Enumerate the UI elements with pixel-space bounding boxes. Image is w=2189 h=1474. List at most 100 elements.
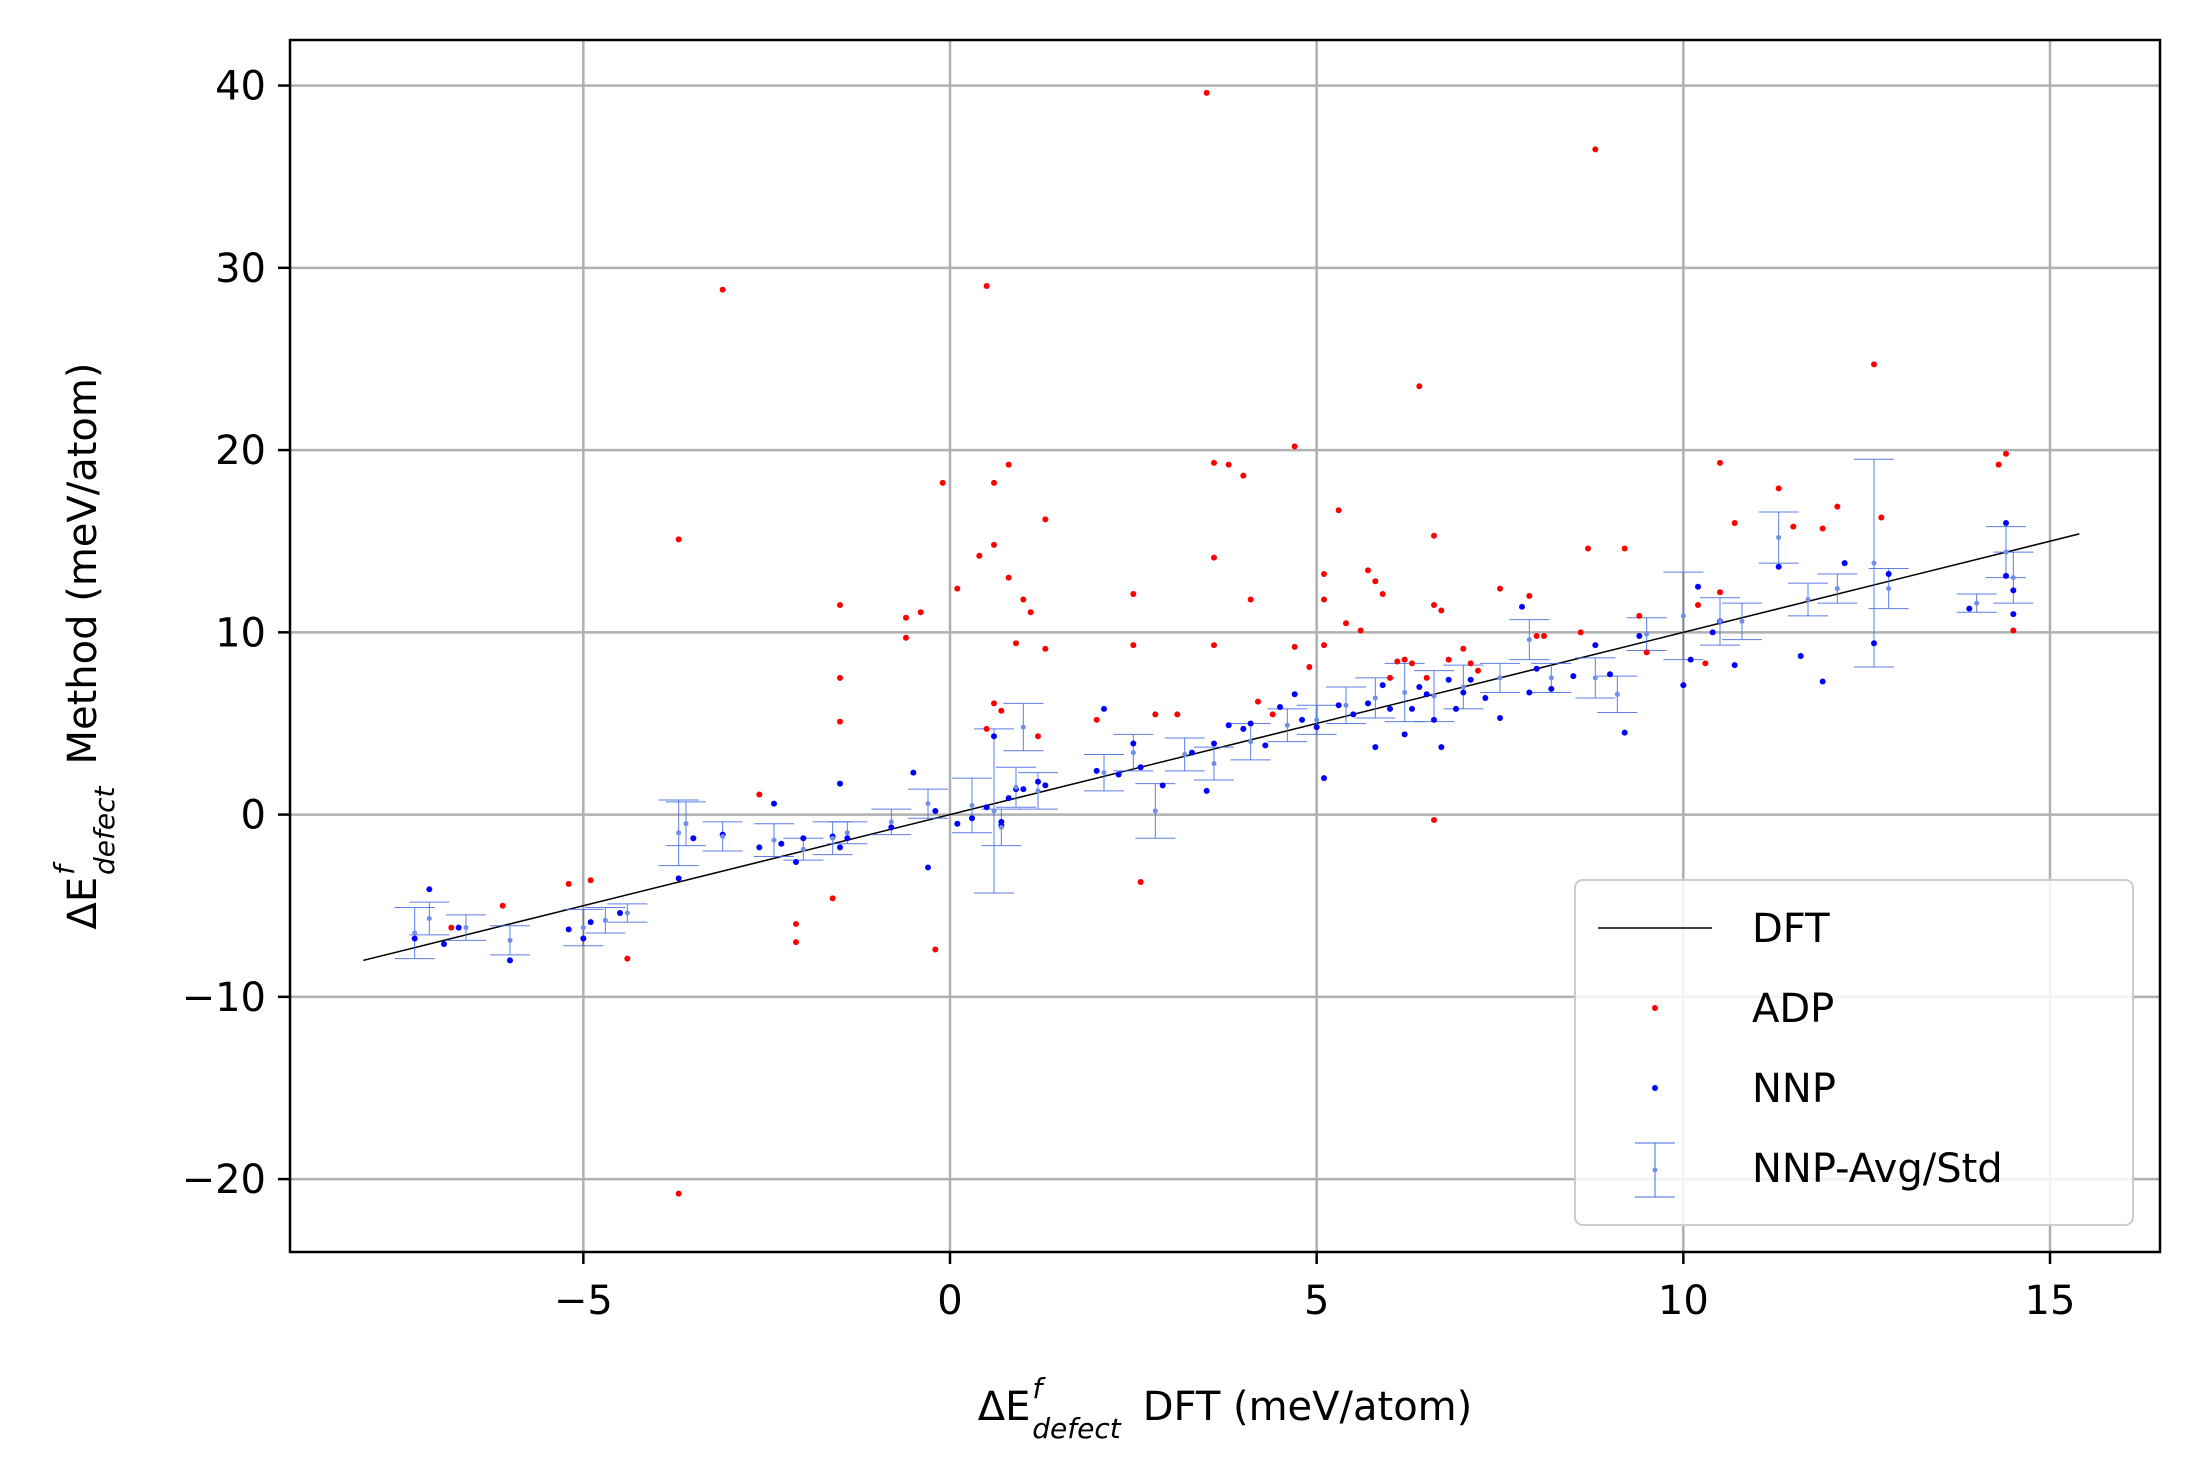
nnp-avg-point	[771, 837, 777, 843]
nnp-point	[954, 820, 961, 827]
y-tick-label: −10	[182, 975, 266, 1021]
nnp-point	[1885, 571, 1892, 578]
nnp-point	[1137, 764, 1144, 771]
nnp-avg-point	[888, 819, 894, 825]
nnp-avg-point	[580, 925, 586, 931]
nnp-point	[1211, 740, 1217, 747]
adp-point	[837, 674, 843, 681]
adp-point	[1533, 632, 1540, 639]
nnp-point	[2010, 611, 2017, 618]
nnp-point	[441, 940, 447, 947]
adp-point	[1240, 472, 1247, 479]
nnp-avg-point	[1020, 724, 1026, 730]
adp-point	[837, 718, 843, 725]
nnp-avg-point	[1211, 761, 1217, 767]
nnp-point	[910, 769, 917, 776]
adp-point	[837, 601, 843, 608]
nnp-avg-point	[1182, 751, 1188, 757]
nnp-avg-point	[1717, 618, 1723, 624]
nnp-point	[771, 800, 777, 807]
nnp-point	[1416, 684, 1423, 691]
nnp-avg-point	[683, 821, 689, 827]
y-tick-label: 40	[215, 64, 266, 110]
nnp-avg-point	[1013, 784, 1019, 790]
adp-point	[1775, 485, 1782, 492]
x-tick-label: 5	[1304, 1278, 1329, 1324]
nnp-avg-point	[463, 925, 469, 931]
adp-point	[1878, 514, 1885, 521]
adp-point	[1409, 660, 1415, 667]
adp-point	[1401, 656, 1408, 663]
y-label-sub: defect	[88, 786, 121, 875]
nnp-point	[800, 835, 807, 842]
nnp-point	[1592, 642, 1599, 649]
adp-point	[756, 791, 763, 798]
legend: DFT ADP NNP NNP-Avg/Std	[1574, 879, 2134, 1226]
adp-point	[1379, 591, 1386, 598]
adp-point	[1291, 443, 1298, 450]
adp-point	[1357, 627, 1364, 634]
adp-point	[1541, 632, 1547, 639]
nnp-point	[1636, 632, 1643, 639]
nnp-avg-point	[991, 808, 997, 814]
adp-point	[1174, 711, 1181, 718]
adp-point	[1269, 711, 1276, 718]
adp-point	[1695, 601, 1701, 608]
nnp-point	[690, 835, 697, 842]
nnp-point	[1350, 711, 1357, 718]
adp-point	[1475, 667, 1481, 674]
adp-point	[991, 700, 997, 707]
legend-nnp-avg-swatch	[1635, 1142, 1675, 1198]
adp-point	[1093, 716, 1100, 723]
adp-point	[1394, 658, 1401, 665]
nnp-point	[1709, 629, 1716, 636]
nnp-point	[565, 926, 572, 933]
adp-point	[932, 946, 939, 953]
adp-point	[829, 895, 836, 902]
nnp-avg-point	[676, 830, 682, 836]
nnp-point	[2010, 587, 2017, 594]
adp-point	[1871, 361, 1877, 368]
nnp-point	[1247, 720, 1254, 727]
adp-point	[1717, 459, 1723, 466]
adp-point	[2010, 627, 2017, 634]
nnp-avg-point	[2003, 549, 2009, 555]
nnp-avg-point	[800, 846, 806, 852]
nnp-avg-point	[1035, 788, 1041, 794]
nnp-point	[1519, 603, 1525, 610]
nnp-avg-point	[1343, 702, 1349, 708]
nnp-point	[411, 935, 418, 942]
adp-point	[1497, 585, 1503, 592]
y-tick-label: 20	[215, 428, 266, 474]
adp-point	[1592, 146, 1599, 153]
nnp-point	[1277, 704, 1283, 711]
adp-point	[976, 552, 983, 559]
nnp-point	[1570, 673, 1577, 680]
y-tick-label: −20	[182, 1157, 266, 1203]
adp-point	[991, 479, 997, 486]
nnp-point	[1159, 782, 1166, 789]
adp-point	[793, 939, 799, 946]
nnp-point	[1313, 724, 1320, 731]
nnp-point	[1526, 689, 1533, 696]
nnp-point	[1548, 685, 1555, 692]
nnp-avg-point	[925, 801, 931, 807]
nnp-point	[1453, 705, 1459, 712]
nnp-avg-point	[720, 833, 726, 839]
nnp-point	[1093, 767, 1100, 774]
y-tick-label: 10	[215, 610, 266, 656]
nnp-avg-point	[1101, 770, 1107, 776]
nnp-point	[426, 886, 433, 893]
adp-point	[719, 286, 726, 293]
adp-point	[1306, 663, 1313, 670]
nnp-avg-point	[1248, 739, 1254, 745]
adp-point	[1702, 660, 1709, 667]
nnp-point	[1482, 694, 1489, 701]
adp-point	[939, 479, 946, 486]
nnp-avg-point	[1739, 618, 1745, 624]
adp-point	[1467, 660, 1474, 667]
nnp-point	[1115, 771, 1122, 778]
nnp-avg-point	[1402, 689, 1408, 695]
adp-point	[903, 634, 909, 641]
